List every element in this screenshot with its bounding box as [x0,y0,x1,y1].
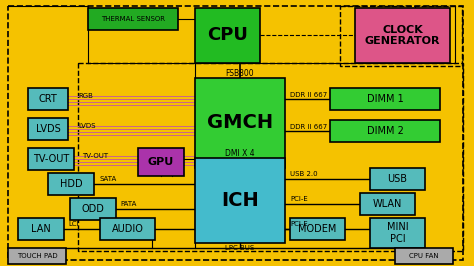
Text: DIMM 2: DIMM 2 [366,126,403,136]
Bar [370,218,425,248]
Text: THERMAL SENSOR: THERMAL SENSOR [101,16,165,22]
Text: CLOCK
GENERATOR: CLOCK GENERATOR [365,25,440,46]
Text: USB 2.0: USB 2.0 [290,171,318,177]
Text: AUDIO: AUDIO [111,224,144,234]
Text: HDD: HDD [60,179,82,189]
Bar [195,158,285,243]
Bar [28,118,68,140]
Text: SATA: SATA [100,176,117,182]
Text: TV-OUT: TV-OUT [82,153,108,159]
Text: WLAN: WLAN [373,199,402,209]
Bar [28,148,74,170]
Text: GMCH: GMCH [207,114,273,132]
Text: LCI: LCI [68,221,79,227]
Bar [340,6,462,66]
Text: USB: USB [388,174,408,184]
Bar [195,78,285,168]
Bar [48,173,94,195]
Text: LAN: LAN [31,224,51,234]
Text: FSB800: FSB800 [226,69,255,78]
Bar [18,218,64,240]
Bar [330,120,440,142]
Bar [100,218,155,240]
Text: MODEM: MODEM [298,224,337,234]
Text: DDR II 667: DDR II 667 [290,124,327,130]
Bar [395,248,453,264]
Text: PCI-E: PCI-E [290,221,308,227]
Text: CPU FAN: CPU FAN [409,253,439,259]
Bar [195,8,260,63]
Text: ICH: ICH [221,191,259,210]
Text: PCI-E: PCI-E [290,196,308,202]
Bar [88,8,178,30]
Bar [355,8,450,63]
Text: CRT: CRT [38,94,57,104]
Text: RGB: RGB [78,93,93,99]
Bar [28,88,68,110]
Bar [138,148,184,176]
Text: PATA: PATA [120,201,137,207]
Bar [8,248,66,264]
Bar [370,168,425,190]
Text: TOUCH PAD: TOUCH PAD [17,253,57,259]
Bar [360,193,415,215]
Text: LVDS: LVDS [36,124,60,134]
Text: TV-OUT: TV-OUT [33,154,69,164]
Bar [330,88,440,110]
Text: DDR II 667: DDR II 667 [290,92,327,98]
Text: LPC BUS: LPC BUS [225,245,255,251]
Text: MINI
PCI: MINI PCI [387,222,408,244]
Text: ODD: ODD [82,204,104,214]
Bar [290,218,345,240]
Text: GPU: GPU [148,157,174,167]
Text: DMI X 4: DMI X 4 [225,149,255,159]
Text: CPU: CPU [207,27,248,44]
Text: LVDS: LVDS [78,123,95,129]
Bar [78,63,463,251]
Text: DIMM 1: DIMM 1 [366,94,403,104]
Bar [70,198,116,220]
